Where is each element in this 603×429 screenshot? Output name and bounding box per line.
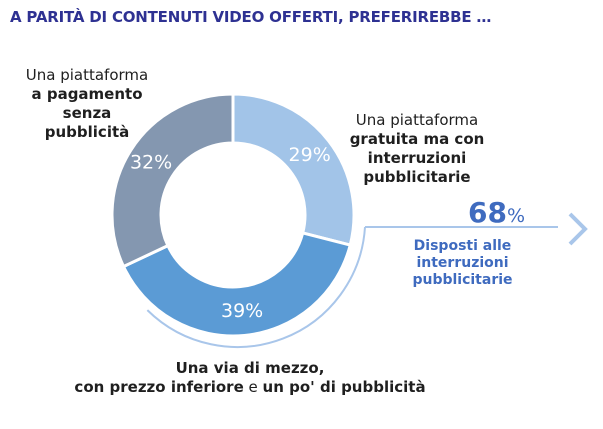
label-free: Una piattaforma gratuita ma con interruz…	[342, 111, 492, 187]
label-middle-part2: e	[243, 378, 263, 396]
donut-slices	[110, 92, 356, 338]
label-free-line2: gratuita ma con	[349, 130, 485, 148]
summary-value: 68%	[468, 196, 525, 229]
label-free-line1: Una piattaforma	[355, 111, 479, 129]
slice-middle	[121, 231, 353, 338]
slice-middle-value-label: 39%	[221, 300, 263, 322]
chart-title: A PARITÀ DI CONTENUTI VIDEO OFFERTI, PRE…	[10, 8, 492, 26]
label-paid-line1: Una piattaforma	[25, 66, 149, 84]
label-middle-part1: con prezzo inferiore	[74, 378, 244, 396]
label-middle: Una via di mezzo, con prezzo inferiore e…	[40, 359, 460, 397]
arrow-icon	[568, 212, 588, 246]
summary-caption: Disposti alle interruzioni pubblicitarie	[405, 238, 520, 289]
summary-number: 68	[468, 196, 507, 229]
label-paid-line2: a pagamento	[31, 85, 143, 103]
label-free-line3: interruzioni	[367, 149, 467, 167]
slice-paid-value-label: 32%	[130, 152, 172, 174]
bracket-arc	[146, 226, 366, 349]
label-paid-line3: senza	[62, 104, 112, 122]
slice-free	[231, 92, 356, 247]
summary-caption-line3: pubblicitarie	[412, 272, 513, 288]
label-free-line4: pubblicitarie	[363, 168, 471, 186]
summary-caption-line1: Disposti alle	[413, 238, 512, 254]
slice-paid	[110, 92, 235, 269]
label-paid-line4: pubblicità	[44, 123, 130, 141]
slice-free-value-label: 29%	[289, 144, 331, 166]
summary-unit: %	[506, 205, 526, 227]
label-middle-line1: Una via di mezzo,	[175, 359, 325, 377]
label-paid: Una piattaforma a pagamento senza pubbli…	[12, 66, 162, 142]
slice-labels: 29% 39% 32%	[130, 144, 331, 322]
summary-caption-line2: interruzioni	[416, 255, 509, 271]
label-middle-part3: un po' di pubblicità	[262, 378, 426, 396]
